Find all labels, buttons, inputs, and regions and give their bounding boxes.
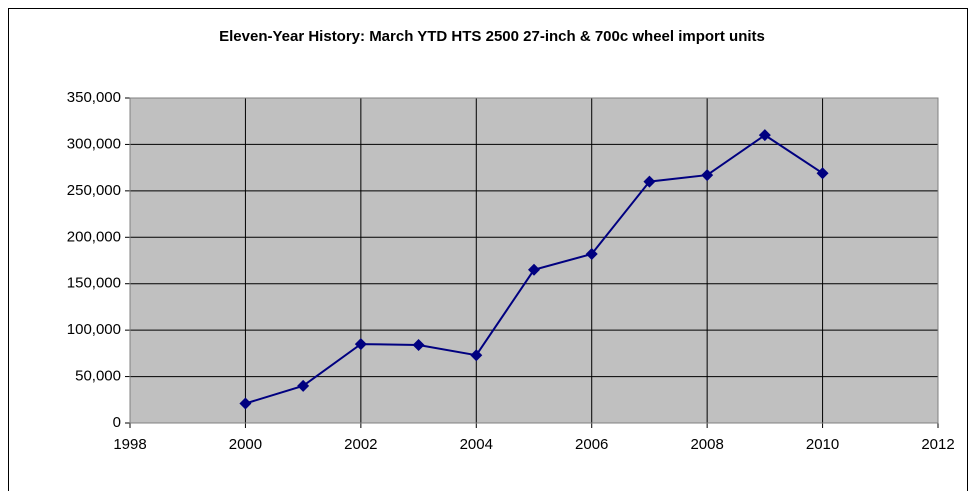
y-tick-label: 350,000 xyxy=(67,89,121,106)
x-tick-label: 2004 xyxy=(460,436,493,453)
y-tick-label: 300,000 xyxy=(67,135,121,152)
y-tick-label: 250,000 xyxy=(67,182,121,199)
data-point xyxy=(816,167,829,180)
data-point xyxy=(701,169,714,182)
x-tick-label: 1998 xyxy=(113,436,146,453)
x-tick-label: 2006 xyxy=(575,436,608,453)
data-point xyxy=(354,338,367,351)
data-point xyxy=(239,397,252,410)
data-point xyxy=(758,129,771,142)
data-point xyxy=(643,175,656,188)
data-point xyxy=(470,349,483,362)
x-tick-label: 2010 xyxy=(806,436,839,453)
data-point xyxy=(412,339,425,351)
x-tick-label: 2012 xyxy=(921,436,954,453)
y-tick-label: 0 xyxy=(113,414,121,431)
chart-title: Eleven-Year History: March YTD HTS 2500 … xyxy=(219,28,765,45)
y-tick-label: 200,000 xyxy=(67,228,121,245)
y-tick-label: 50,000 xyxy=(75,368,121,385)
data-point xyxy=(297,379,310,392)
plot-area xyxy=(130,98,938,423)
x-tick-label: 2000 xyxy=(229,436,262,453)
y-tick-label: 100,000 xyxy=(67,321,121,338)
y-tick-label: 150,000 xyxy=(67,275,121,292)
data-point xyxy=(585,248,598,260)
plot-border xyxy=(129,97,939,424)
data-point xyxy=(528,263,540,276)
x-tick-label: 2002 xyxy=(344,436,377,453)
x-tick-label: 2008 xyxy=(690,436,723,453)
